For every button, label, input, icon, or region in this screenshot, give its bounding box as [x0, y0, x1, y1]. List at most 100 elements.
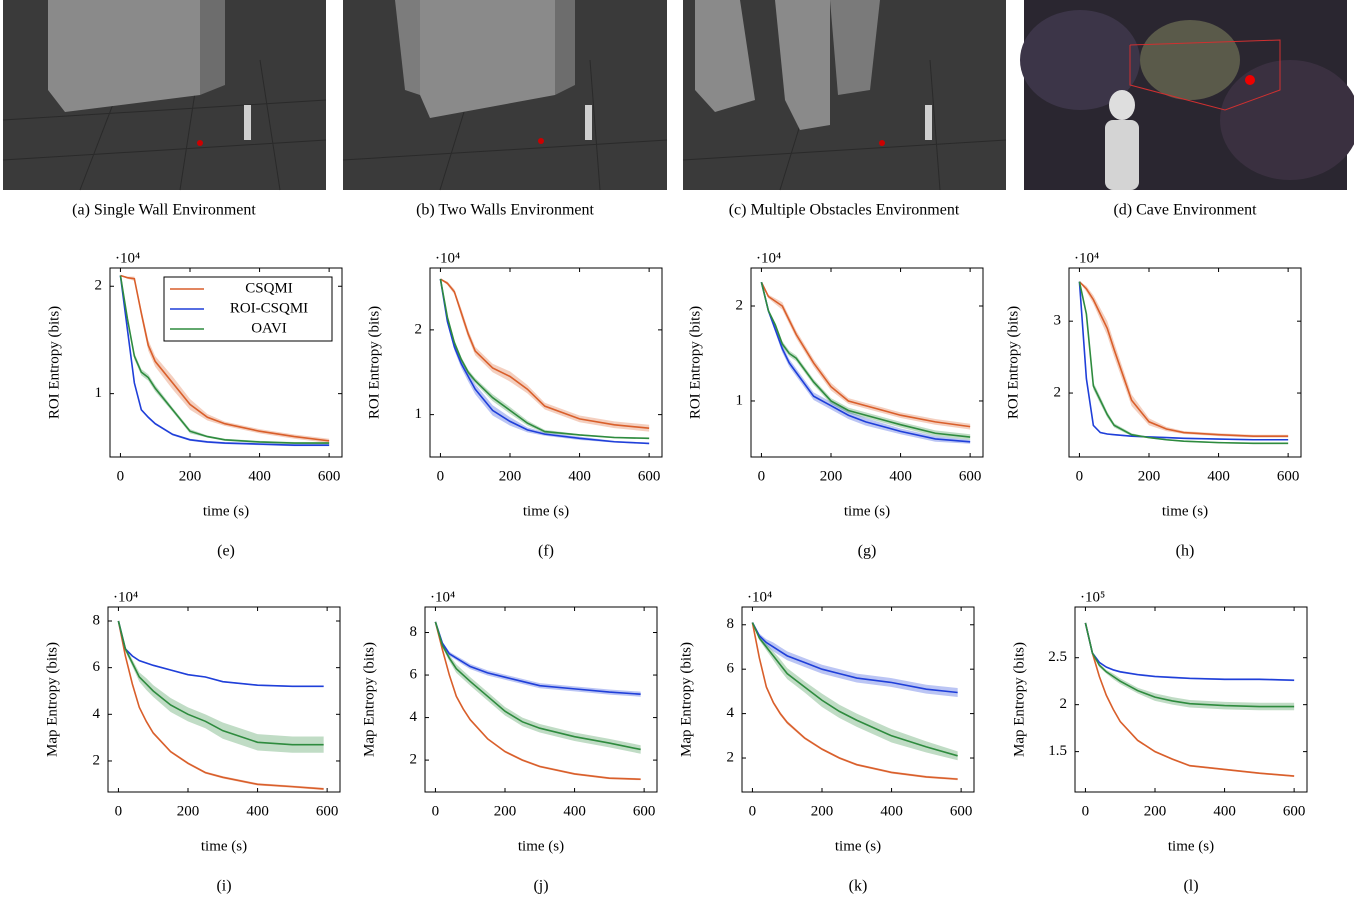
line	[120, 274, 330, 442]
error-band	[1085, 622, 1295, 711]
error-band	[118, 620, 324, 753]
y-axis-label: Map Entropy (bits)	[361, 642, 377, 757]
line	[434, 621, 641, 781]
axis-multiplier: ·10⁴	[747, 589, 772, 605]
chart-caption: (h)	[1176, 543, 1195, 560]
plot-frame	[1074, 606, 1308, 793]
image-caption: (d) Cave Environment	[1113, 202, 1257, 219]
y-tick-label: 2	[1060, 696, 1068, 712]
axis-multiplier: ·10⁴	[115, 250, 140, 266]
y-axis-label: Map Entropy (bits)	[678, 642, 694, 757]
legend-label: ROI-CSQMI	[230, 300, 308, 316]
error-band	[1085, 622, 1295, 777]
x-tick-label: 600	[1283, 803, 1306, 819]
chart-caption: (j)	[533, 878, 548, 895]
y-tick-label: 1.5	[1048, 743, 1067, 759]
line	[119, 275, 330, 446]
line	[117, 620, 324, 688]
y-tick-label: 2.5	[1048, 649, 1067, 665]
x-tick-label: 0	[1082, 803, 1090, 819]
y-tick-label: 4	[93, 706, 101, 722]
image-caption: (a) Single Wall Environment	[72, 202, 256, 219]
x-axis-label: time (s)	[203, 503, 249, 519]
legend-label: CSQMI	[245, 280, 293, 296]
image-caption: (c) Multiple Obstacles Environment	[729, 202, 960, 219]
x-tick-label: 200	[179, 468, 202, 484]
y-tick-label: 1	[736, 392, 744, 408]
x-tick-label: 400	[1207, 468, 1230, 484]
x-tick-label: 400	[563, 803, 586, 819]
x-tick-label: 400	[889, 468, 912, 484]
legend-label: OAVI	[251, 320, 287, 336]
error-band	[440, 279, 650, 445]
x-tick-label: 0	[758, 468, 766, 484]
chart-caption: (i)	[216, 878, 231, 895]
y-tick-label: 8	[727, 616, 735, 632]
error-band	[752, 622, 958, 781]
x-tick-label: 200	[499, 468, 522, 484]
x-tick-label: 0	[432, 803, 440, 819]
chart-caption: (l)	[1183, 878, 1198, 895]
line	[117, 620, 324, 746]
line	[760, 281, 971, 428]
plot-frame	[424, 606, 658, 793]
x-tick-label: 200	[1138, 468, 1161, 484]
x-tick-label: 600	[633, 803, 656, 819]
y-tick-label: 2	[1054, 384, 1062, 400]
error-band	[118, 620, 324, 791]
axis-multiplier: ·10⁴	[756, 250, 781, 266]
y-tick-label: 2	[736, 297, 744, 313]
plot-frame	[1068, 267, 1302, 458]
y-tick-label: 6	[410, 666, 418, 682]
axis-multiplier: ·10⁴	[113, 589, 138, 605]
y-tick-label: 6	[93, 659, 101, 675]
axis-multiplier: ·10⁴	[435, 250, 460, 266]
env-image	[342, 0, 668, 191]
y-tick-label: 3	[1054, 313, 1062, 329]
line	[434, 621, 641, 695]
axis-multiplier: ·10⁴	[1074, 250, 1099, 266]
line	[1084, 622, 1295, 682]
x-tick-label: 600	[316, 803, 339, 819]
error-band	[440, 279, 650, 432]
line	[751, 622, 958, 757]
y-tick-label: 2	[415, 321, 423, 337]
axis-multiplier: ·10⁵	[1080, 589, 1105, 605]
x-axis-label: time (s)	[1162, 503, 1208, 519]
plot-frame	[107, 606, 341, 793]
chart-caption: (e)	[217, 543, 235, 560]
x-tick-label: 0	[117, 468, 125, 484]
error-band	[435, 621, 641, 781]
chart-caption: (g)	[858, 543, 877, 560]
x-tick-label: 400	[1213, 803, 1236, 819]
line	[1084, 622, 1295, 708]
plot-frame	[429, 267, 663, 458]
x-tick-label: 600	[959, 468, 982, 484]
x-axis-label: time (s)	[523, 503, 569, 519]
y-axis-label: ROI Entropy (bits)	[687, 306, 703, 419]
y-tick-label: 2	[727, 749, 735, 765]
y-tick-label: 1	[415, 406, 423, 422]
y-tick-label: 1	[95, 385, 103, 401]
y-axis-label: Map Entropy (bits)	[44, 642, 60, 757]
line	[439, 278, 650, 440]
error-band	[752, 622, 958, 697]
line	[760, 282, 971, 438]
x-axis-label: time (s)	[518, 838, 564, 854]
y-axis-label: ROI Entropy (bits)	[366, 306, 382, 419]
y-tick-label: 8	[410, 624, 418, 640]
line	[760, 282, 971, 443]
error-band	[761, 282, 971, 440]
x-axis-label: time (s)	[835, 838, 881, 854]
x-tick-label: 400	[568, 468, 591, 484]
plot-frame	[109, 267, 343, 458]
plot-frame	[741, 606, 975, 793]
line	[1084, 622, 1295, 777]
error-band	[440, 279, 650, 440]
line	[434, 621, 641, 751]
line	[439, 278, 650, 445]
plot-frame	[750, 267, 984, 458]
error-band	[1085, 622, 1295, 682]
